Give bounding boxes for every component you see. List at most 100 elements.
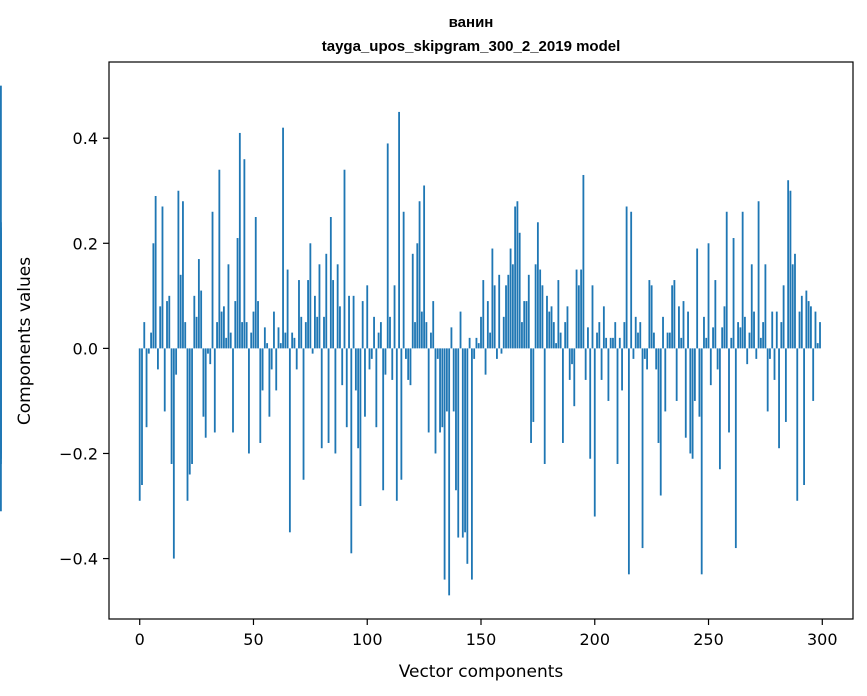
bar: [587, 327, 589, 349]
bar: [400, 348, 403, 480]
bar: [621, 348, 623, 391]
bar: [361, 301, 364, 349]
bar: [275, 348, 278, 391]
bar: [580, 269, 583, 349]
x-tick-label: 300: [807, 630, 838, 649]
bar: [800, 295, 803, 349]
bar: [764, 264, 767, 349]
bar: [468, 337, 471, 349]
bar: [354, 348, 357, 391]
bar: [584, 348, 587, 380]
bar: [566, 306, 569, 349]
bar: [395, 348, 398, 501]
bar: [286, 269, 289, 349]
bar: [225, 337, 228, 349]
bar: [222, 306, 225, 349]
x-tick-label: 100: [352, 630, 383, 649]
bar: [302, 348, 305, 480]
bar: [564, 322, 567, 349]
bar: [336, 264, 339, 349]
bar: [612, 337, 614, 349]
bar: [782, 285, 785, 349]
bar: [493, 285, 496, 349]
bar: [480, 316, 482, 349]
bar: [443, 348, 446, 580]
bar: [607, 348, 610, 401]
bar: [557, 280, 560, 349]
bar: [741, 211, 744, 349]
bar: [571, 348, 573, 365]
bar: [687, 311, 689, 349]
bar: [157, 348, 159, 370]
bar: [405, 348, 407, 359]
bar: [718, 348, 721, 470]
bar: [787, 180, 790, 349]
bar: [138, 348, 141, 501]
bar: [379, 322, 382, 349]
bar: [744, 316, 746, 349]
bar: [314, 295, 316, 349]
bar: [696, 248, 699, 349]
bars-group: [0, 85, 821, 596]
bar: [550, 306, 553, 349]
bar: [807, 301, 810, 349]
bar: [523, 301, 526, 349]
bar: [796, 348, 799, 501]
bar: [684, 348, 687, 438]
bar: [755, 348, 758, 359]
bar: [168, 295, 171, 349]
bar: [320, 348, 323, 449]
bar: [714, 280, 717, 349]
bar: [498, 274, 501, 349]
bar: [819, 322, 821, 349]
bar: [407, 348, 410, 380]
bar: [675, 348, 678, 401]
bar: [502, 316, 505, 349]
bar: [402, 211, 405, 349]
bar: [304, 322, 307, 349]
bar: [461, 348, 464, 538]
x-axis-label: Vector components: [399, 662, 564, 682]
y-axis-label: Components values: [15, 257, 35, 425]
y-tick-label: 0.2: [73, 234, 98, 253]
bar: [229, 332, 232, 349]
bar: [548, 311, 551, 349]
bar: [159, 306, 162, 349]
bar: [682, 301, 685, 349]
bar: [293, 337, 296, 349]
bar: [721, 327, 724, 349]
bar: [436, 348, 439, 359]
bar: [357, 348, 360, 449]
bar: [532, 348, 535, 422]
y-tick-label: 0.0: [73, 339, 98, 358]
bar: [245, 322, 248, 349]
bar: [343, 169, 346, 349]
bar: [762, 322, 765, 349]
bar: [409, 348, 412, 386]
bar: [250, 332, 253, 349]
bar: [575, 269, 578, 349]
bar: [261, 348, 264, 391]
bar: [207, 348, 209, 354]
bar: [734, 348, 737, 549]
bar: [739, 327, 742, 349]
bar: [598, 322, 601, 349]
bar: [327, 348, 330, 443]
bar: [521, 322, 523, 349]
x-tick-label: 200: [579, 630, 610, 649]
bar: [555, 343, 557, 349]
bar: [634, 316, 637, 349]
bar: [536, 222, 539, 349]
bar: [232, 348, 234, 433]
bar: [693, 348, 696, 401]
bar: [812, 348, 815, 401]
bar: [639, 322, 642, 349]
bar: [432, 301, 435, 349]
bar: [709, 348, 712, 386]
bar: [500, 348, 503, 354]
bar: [680, 337, 683, 349]
bar: [145, 348, 148, 428]
bar: [341, 348, 344, 386]
bar: [352, 295, 355, 349]
bar: [345, 348, 348, 428]
